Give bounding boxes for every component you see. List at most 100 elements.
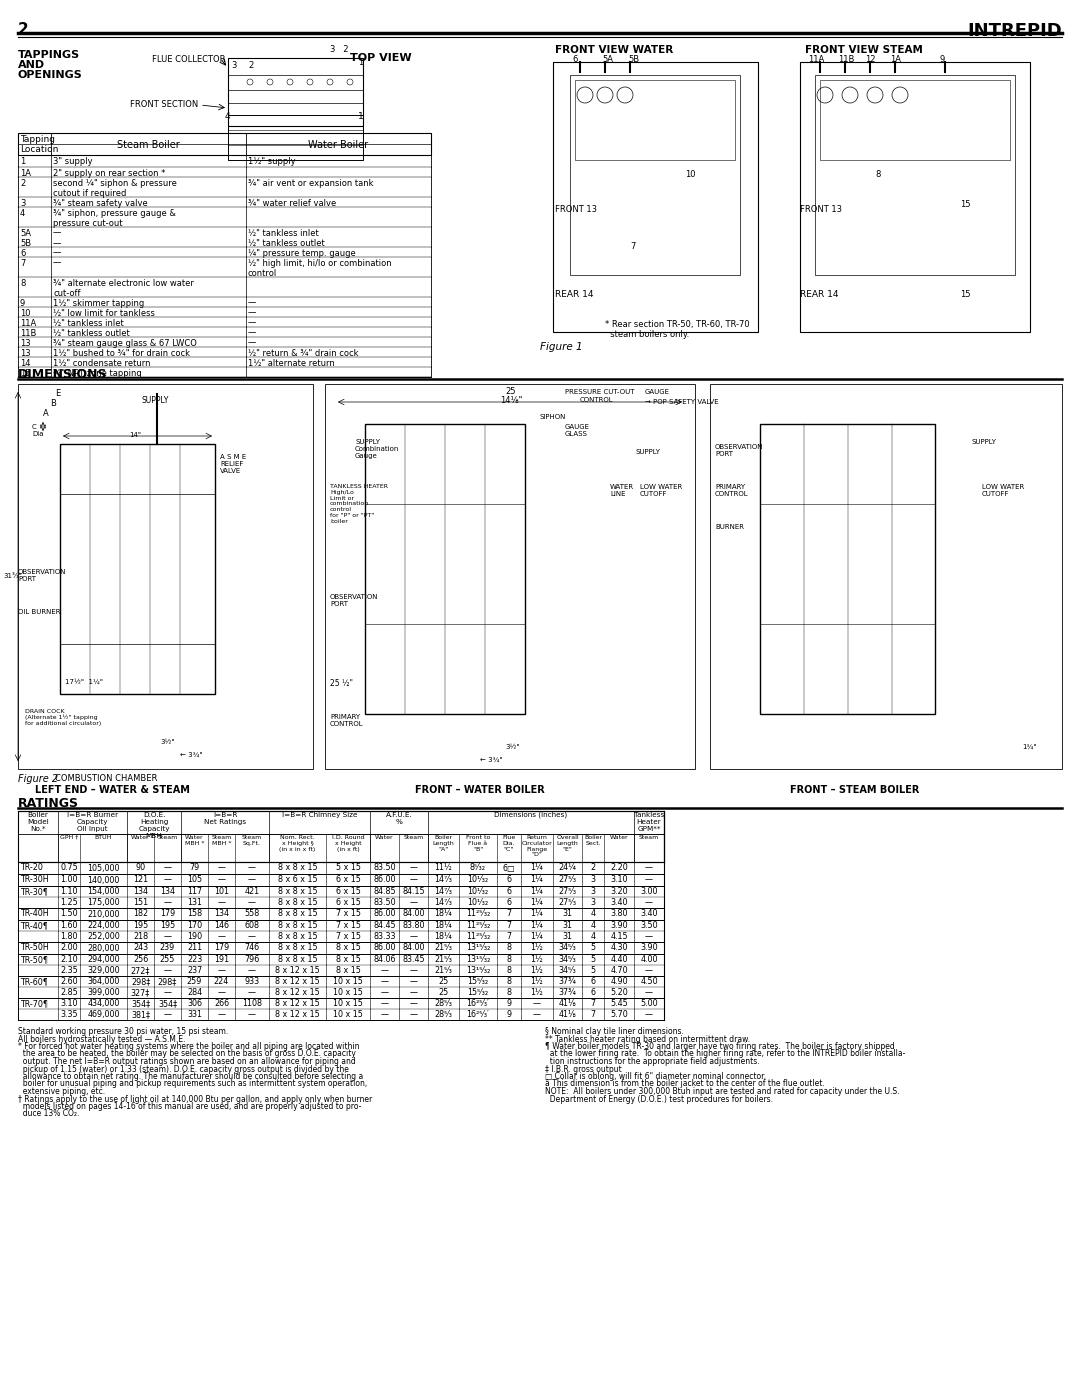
Text: 14⁷⁄₃: 14⁷⁄₃ (434, 898, 453, 907)
Text: 8 x 12 x 15: 8 x 12 x 15 (275, 965, 320, 975)
Text: BURNER: BURNER (715, 524, 744, 529)
Text: 28⁵⁄₃: 28⁵⁄₃ (434, 1010, 453, 1018)
Text: FRONT 13: FRONT 13 (800, 205, 842, 214)
Text: 10: 10 (685, 170, 696, 179)
Text: Boiler
Sect.: Boiler Sect. (584, 835, 602, 845)
Text: extensive piping, etc.: extensive piping, etc. (18, 1087, 105, 1097)
Bar (60, 444, 215, 694)
Text: 354‡: 354‡ (131, 999, 150, 1009)
Text: 5.70: 5.70 (610, 1010, 627, 1018)
Text: 6: 6 (507, 887, 512, 895)
Text: AND: AND (18, 60, 45, 70)
Text: 3.40: 3.40 (640, 909, 658, 918)
Text: LEFT END – WATER & STEAM: LEFT END – WATER & STEAM (35, 785, 190, 795)
Text: 5B: 5B (627, 54, 639, 64)
Text: 15: 15 (960, 291, 971, 299)
Text: 131: 131 (187, 898, 202, 907)
Text: 8: 8 (507, 943, 512, 953)
Text: 5 x 15: 5 x 15 (336, 863, 361, 873)
Text: Steam: Steam (403, 835, 423, 840)
Text: A S M E
RELIEF
VALVE: A S M E RELIEF VALVE (220, 454, 246, 474)
Text: 84.15: 84.15 (402, 887, 424, 895)
Text: 1¼: 1¼ (530, 921, 543, 930)
Text: Figure 2: Figure 2 (18, 774, 58, 784)
Text: output. The net I=B=R output ratings shown are based on an allowance for piping : output. The net I=B=R output ratings sho… (18, 1058, 355, 1066)
Text: —: — (409, 932, 418, 942)
Text: 14⅛": 14⅛" (500, 395, 523, 405)
Text: 8 x 15: 8 x 15 (336, 956, 361, 964)
Text: ¾" siphon, pressure gauge &
pressure cut-out: ¾" siphon, pressure gauge & pressure cut… (53, 208, 176, 228)
Text: —: — (248, 898, 256, 907)
Text: I=B=R Burner
Capacity
Oil Input: I=B=R Burner Capacity Oil Input (67, 812, 118, 833)
Text: at the lower firing rate.  To obtain the higher firing rate, refer to the INTREP: at the lower firing rate. To obtain the … (545, 1049, 905, 1059)
Text: 27⁵⁄₃: 27⁵⁄₃ (558, 876, 577, 884)
Text: —: — (217, 863, 226, 873)
Text: —: — (163, 876, 172, 884)
Text: 15: 15 (21, 369, 30, 377)
Text: I=B=R Chimney Size: I=B=R Chimney Size (282, 812, 357, 819)
Text: Steam
MBH *: Steam MBH * (212, 835, 231, 845)
Text: 3½": 3½" (505, 745, 519, 750)
Text: ½" low limit for tankless: ½" low limit for tankless (53, 309, 154, 317)
Text: —: — (217, 876, 226, 884)
Text: 255: 255 (160, 956, 175, 964)
Text: PRESSURE CUT-OUT: PRESSURE CUT-OUT (565, 388, 635, 395)
Text: 83.50: 83.50 (374, 863, 395, 873)
Text: ¾" NPT zone tapping: ¾" NPT zone tapping (53, 369, 141, 377)
Text: 608: 608 (244, 921, 259, 930)
Text: DIMENSIONS: DIMENSIONS (18, 367, 108, 381)
Text: 3.35: 3.35 (60, 1010, 78, 1018)
Text: —: — (248, 988, 256, 997)
Text: A: A (43, 409, 49, 418)
Text: 34⁵⁄₃: 34⁵⁄₃ (558, 943, 577, 953)
Bar (325, 384, 696, 768)
Text: Dimensions (inches): Dimensions (inches) (495, 812, 568, 819)
Text: 117: 117 (187, 887, 202, 895)
Text: LOW WATER
CUTOFF: LOW WATER CUTOFF (640, 483, 683, 497)
Text: 11A: 11A (808, 54, 824, 64)
Text: TOP VIEW: TOP VIEW (350, 53, 411, 63)
Text: TR-40¶: TR-40¶ (21, 922, 48, 930)
Text: 3: 3 (591, 887, 595, 895)
Text: SUPPLY: SUPPLY (972, 439, 997, 446)
Bar (570, 75, 740, 275)
Text: 134: 134 (160, 887, 175, 895)
Text: 9: 9 (940, 54, 945, 64)
Text: FRONT 13: FRONT 13 (555, 205, 597, 214)
Text: 10 x 15: 10 x 15 (333, 988, 363, 997)
Text: TR-20: TR-20 (21, 863, 43, 873)
Text: 933: 933 (244, 977, 259, 986)
Text: 90: 90 (135, 863, 146, 873)
Text: 11²⁵⁄₃₂: 11²⁵⁄₃₂ (465, 932, 490, 942)
Text: duce 13% CO₂.: duce 13% CO₂. (18, 1109, 79, 1119)
Text: 796: 796 (244, 956, 259, 964)
Text: 191: 191 (214, 956, 229, 964)
Text: 15: 15 (960, 200, 971, 210)
Text: TR-60¶: TR-60¶ (21, 978, 48, 986)
Text: 381‡: 381‡ (131, 1010, 150, 1018)
Text: —: — (645, 863, 653, 873)
Text: 4.70: 4.70 (610, 965, 627, 975)
Text: 21⁵⁄₃: 21⁵⁄₃ (434, 965, 453, 975)
Text: 17½"  1¼": 17½" 1¼" (65, 679, 103, 685)
Text: PRIMARY
CONTROL: PRIMARY CONTROL (330, 714, 364, 726)
Text: —: — (248, 338, 256, 348)
Text: 6 x 15: 6 x 15 (336, 898, 361, 907)
Text: 11²⁵⁄₃₂: 11²⁵⁄₃₂ (465, 921, 490, 930)
Text: 121: 121 (133, 876, 148, 884)
Text: —: — (248, 932, 256, 942)
Text: 6: 6 (591, 977, 595, 986)
Text: 1½" skimmer tapping: 1½" skimmer tapping (53, 299, 145, 307)
Text: 13¹⁵⁄₃₂: 13¹⁵⁄₃₂ (465, 943, 490, 953)
Text: —: — (380, 999, 389, 1009)
Text: 5: 5 (591, 965, 595, 975)
Text: Return
Circulator
Flange
"D": Return Circulator Flange "D" (522, 835, 552, 858)
Text: 3   2: 3 2 (330, 45, 349, 54)
Text: 1½: 1½ (530, 977, 543, 986)
Text: 1A: 1A (890, 54, 901, 64)
Text: —: — (248, 319, 256, 327)
Text: models listed on pages 14-16 of this manual are used, and are properly adjusted : models listed on pages 14-16 of this man… (18, 1102, 362, 1111)
Text: 27⁵⁄₃: 27⁵⁄₃ (558, 898, 577, 907)
Text: TR-70¶: TR-70¶ (21, 999, 48, 1009)
Text: 5.20: 5.20 (610, 988, 627, 997)
